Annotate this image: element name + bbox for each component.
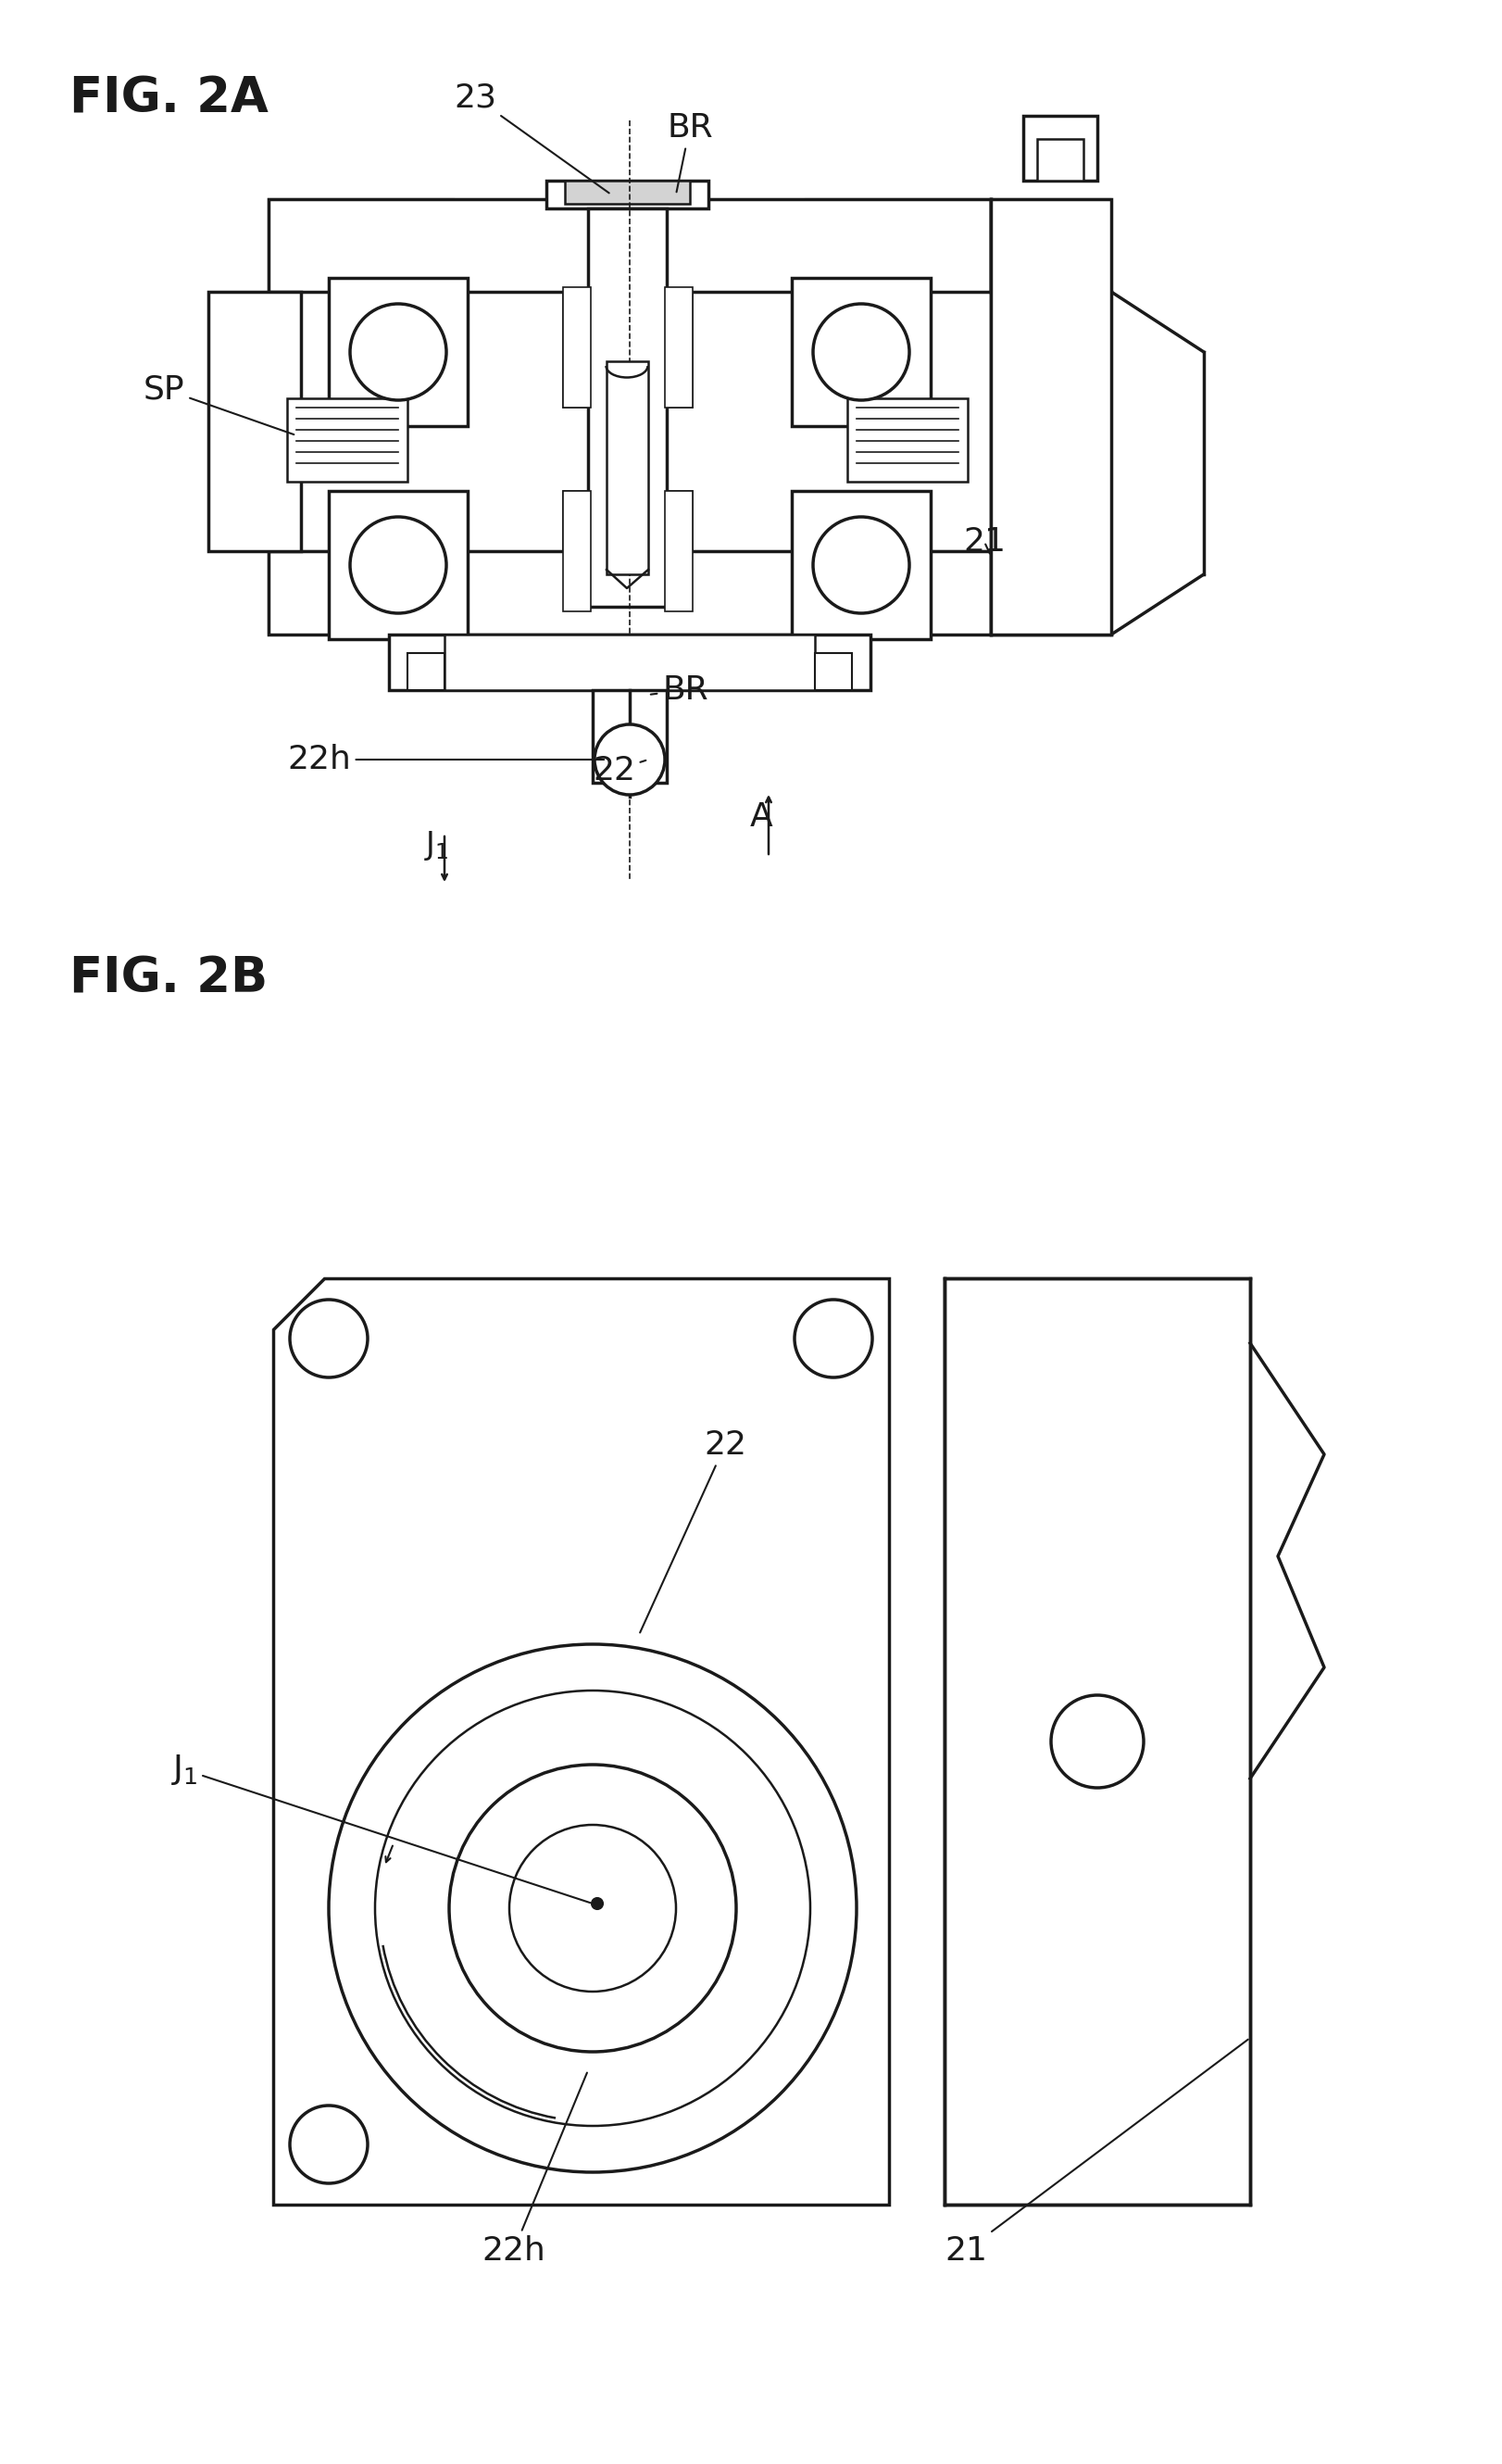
Bar xyxy=(665,490,692,611)
Bar xyxy=(329,278,467,426)
Text: 22: 22 xyxy=(593,754,646,786)
Bar xyxy=(565,180,689,205)
Text: 23: 23 xyxy=(454,81,610,192)
Bar xyxy=(991,200,1111,636)
Bar xyxy=(816,653,852,690)
Bar xyxy=(329,490,467,638)
Text: 22: 22 xyxy=(640,1429,746,1634)
Bar xyxy=(563,288,590,407)
Polygon shape xyxy=(945,1279,1250,2205)
Bar xyxy=(445,636,816,690)
Circle shape xyxy=(509,1826,676,1991)
Bar xyxy=(563,490,590,611)
Circle shape xyxy=(350,517,446,614)
Bar xyxy=(593,690,667,784)
Bar xyxy=(1023,116,1098,180)
Bar xyxy=(209,291,300,552)
Text: 22h: 22h xyxy=(482,2072,587,2267)
Text: FIG. 2B: FIG. 2B xyxy=(69,954,267,1003)
Circle shape xyxy=(595,724,665,796)
Circle shape xyxy=(813,303,909,399)
Text: J$_1$: J$_1$ xyxy=(424,828,449,862)
Bar xyxy=(792,490,931,638)
Polygon shape xyxy=(805,552,991,636)
Bar xyxy=(269,200,991,291)
Text: 21: 21 xyxy=(963,527,1006,557)
Bar xyxy=(563,490,590,611)
Bar xyxy=(665,288,692,407)
Text: J$_1$: J$_1$ xyxy=(171,1752,590,1902)
Bar xyxy=(1038,138,1083,180)
Text: A: A xyxy=(749,801,774,833)
Bar xyxy=(209,291,300,552)
Bar xyxy=(665,288,692,407)
Circle shape xyxy=(795,1299,873,1377)
Circle shape xyxy=(290,1299,368,1377)
Text: BR: BR xyxy=(667,111,712,192)
Polygon shape xyxy=(805,200,991,291)
Circle shape xyxy=(350,303,446,399)
Circle shape xyxy=(290,2107,368,2183)
Text: BR: BR xyxy=(650,675,707,705)
Bar xyxy=(269,200,991,291)
Text: FIG. 2A: FIG. 2A xyxy=(69,74,269,123)
Text: 22h: 22h xyxy=(287,744,604,776)
Bar xyxy=(587,209,667,606)
Bar xyxy=(269,552,991,636)
Circle shape xyxy=(329,1643,856,2173)
Bar xyxy=(991,200,1111,636)
Circle shape xyxy=(1051,1695,1143,1789)
Bar xyxy=(847,399,967,480)
Bar xyxy=(563,288,590,407)
Polygon shape xyxy=(273,1279,889,2205)
Bar xyxy=(792,278,931,426)
Circle shape xyxy=(592,1897,602,1910)
Polygon shape xyxy=(991,200,1111,291)
Polygon shape xyxy=(269,200,454,291)
Bar xyxy=(389,636,871,690)
Bar xyxy=(665,490,692,611)
Bar xyxy=(287,399,407,480)
Circle shape xyxy=(376,1690,810,2126)
Polygon shape xyxy=(991,552,1111,636)
Text: SP: SP xyxy=(144,375,294,434)
Text: 21: 21 xyxy=(945,2040,1248,2267)
Circle shape xyxy=(813,517,909,614)
Bar xyxy=(269,552,991,636)
Circle shape xyxy=(449,1764,736,2053)
Bar xyxy=(607,362,649,574)
Bar xyxy=(547,180,709,209)
Polygon shape xyxy=(269,552,454,636)
Bar xyxy=(407,653,445,690)
